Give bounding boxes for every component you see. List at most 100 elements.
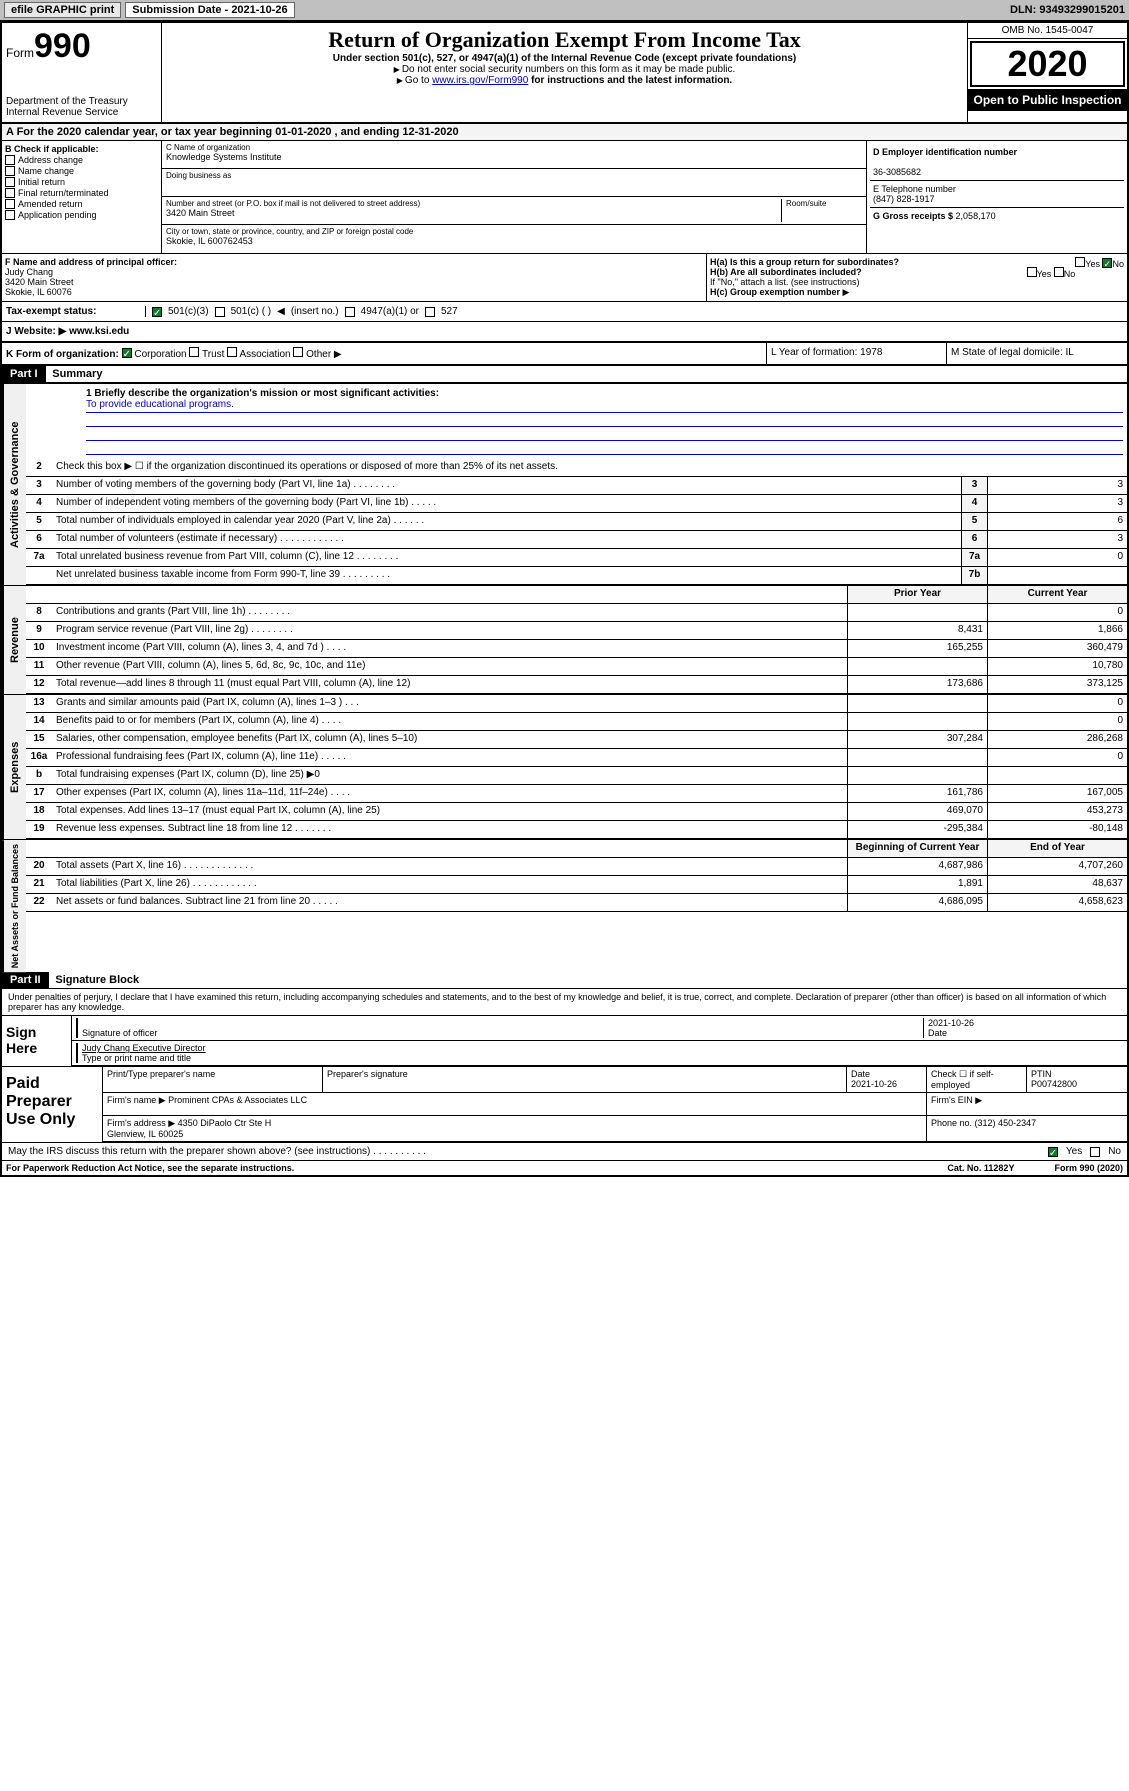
ptin: P00742800 xyxy=(1031,1079,1077,1089)
chk-initial[interactable]: Initial return xyxy=(5,177,158,187)
officer-signed-name: Judy Chang Executive Director xyxy=(82,1043,206,1053)
ha-no: No xyxy=(1112,259,1124,269)
form-header: Form990 Department of the Treasury Inter… xyxy=(2,23,1127,124)
room-label: Room/suite xyxy=(786,199,862,208)
goto-pre: Go to xyxy=(397,75,432,86)
subtitle: Under section 501(c), 527, or 4947(a)(1)… xyxy=(166,53,963,64)
omb-number: OMB No. 1545-0047 xyxy=(968,23,1127,39)
table-row: 10Investment income (Part VIII, column (… xyxy=(26,640,1127,658)
goto-link-row: Go to www.irs.gov/Form990 for instructio… xyxy=(166,75,963,86)
hb-label: H(b) Are all subordinates included? xyxy=(710,267,862,277)
sign-here-row: Sign Here Signature of officer 2021-10-2… xyxy=(2,1015,1127,1066)
cat-number: Cat. No. 11282Y xyxy=(947,1163,1014,1173)
begin-year-hdr: Beginning of Current Year xyxy=(847,840,987,857)
perjury-text: Under penalties of perjury, I declare th… xyxy=(2,989,1127,1015)
table-row: 21Total liabilities (Part X, line 26) . … xyxy=(26,876,1127,894)
part2-num: Part II xyxy=(2,972,49,988)
table-row: 8Contributions and grants (Part VIII, li… xyxy=(26,604,1127,622)
chk-pending[interactable]: Application pending xyxy=(5,210,158,220)
goto-post: for instructions and the latest informat… xyxy=(528,75,732,86)
prep-name-label: Print/Type preparer's name xyxy=(103,1067,323,1092)
opt-501c3: 501(c)(3) xyxy=(168,306,209,317)
tel-label: E Telephone number xyxy=(873,184,956,194)
chk-assoc[interactable] xyxy=(227,347,237,357)
chk-other[interactable] xyxy=(293,347,303,357)
org-name: Knowledge Systems Institute xyxy=(166,152,862,162)
chk-name[interactable]: Name change xyxy=(5,166,158,176)
org-info-section: B Check if applicable: Address change Na… xyxy=(2,141,1127,254)
table-row: 18Total expenses. Add lines 13–17 (must … xyxy=(26,803,1127,821)
table-row: 17Other expenses (Part IX, column (A), l… xyxy=(26,785,1127,803)
chk-527[interactable] xyxy=(425,307,435,317)
vlabel-net: Net Assets or Fund Balances xyxy=(2,840,26,972)
table-row: 16aProfessional fundraising fees (Part I… xyxy=(26,749,1127,767)
expenses-section: Expenses 13Grants and similar amounts pa… xyxy=(2,694,1127,839)
discuss-no-chk[interactable] xyxy=(1090,1147,1100,1157)
ssn-warning: Do not enter social security numbers on … xyxy=(166,64,963,75)
name-title-label: Type or print name and title xyxy=(82,1053,191,1063)
netassets-section: Net Assets or Fund Balances Beginning of… xyxy=(2,839,1127,972)
chk-amended[interactable]: Amended return xyxy=(5,199,158,209)
mission-block: 1 Briefly describe the organization's mi… xyxy=(26,384,1127,459)
net-header: Beginning of Current Year End of Year xyxy=(26,840,1127,858)
form-version: Form 990 (2020) xyxy=(1054,1163,1123,1173)
state-domicile: M State of legal domicile: IL xyxy=(947,343,1127,364)
box-h: H(a) Is this a group return for subordin… xyxy=(707,254,1127,301)
mission-answer: To provide educational programs. xyxy=(86,399,1123,413)
officer-label: F Name and address of principal officer: xyxy=(5,257,177,267)
topbar: efile GRAPHIC print Submission Date - 20… xyxy=(0,0,1129,21)
table-row: 13Grants and similar amounts paid (Part … xyxy=(26,695,1127,713)
ein-label: D Employer identification number xyxy=(873,147,1017,157)
vlabel-expenses: Expenses xyxy=(2,695,26,839)
form-990: Form990 Department of the Treasury Inter… xyxy=(0,21,1129,1177)
k-label: K Form of organization: xyxy=(6,349,119,360)
discuss-row: May the IRS discuss this return with the… xyxy=(2,1142,1127,1160)
chk-final[interactable]: Final return/terminated xyxy=(5,188,158,198)
table-row: 22Net assets or fund balances. Subtract … xyxy=(26,894,1127,912)
officer-addr1: 3420 Main Street xyxy=(5,277,74,287)
gross-receipts: 2,058,170 xyxy=(956,211,996,221)
pra-notice: For Paperwork Reduction Act Notice, see … xyxy=(6,1163,294,1173)
dln: DLN: 93493299015201 xyxy=(1010,4,1125,16)
chk-501c3[interactable]: ✓ xyxy=(152,307,162,317)
chk-501c[interactable] xyxy=(215,307,225,317)
year-formation: L Year of formation: 1978 xyxy=(767,343,947,364)
dba-label: Doing business as xyxy=(166,171,862,180)
irs-link[interactable]: www.irs.gov/Form990 xyxy=(432,75,528,86)
sign-here-label: Sign Here xyxy=(2,1016,72,1066)
hc-label: H(c) Group exemption number xyxy=(710,287,840,297)
ha-yes: Yes xyxy=(1085,259,1100,269)
curr-year-hdr: Current Year xyxy=(987,586,1127,603)
part1-title: Summary xyxy=(48,368,102,380)
table-row: Net unrelated business taxable income fr… xyxy=(26,567,1127,585)
table-row: 9Program service revenue (Part VIII, lin… xyxy=(26,622,1127,640)
chk-trust[interactable] xyxy=(189,347,199,357)
table-row: 4Number of independent voting members of… xyxy=(26,495,1127,513)
city-label: City or town, state or province, country… xyxy=(166,227,862,236)
form-footer: For Paperwork Reduction Act Notice, see … xyxy=(2,1160,1127,1175)
box-b: B Check if applicable: Address change Na… xyxy=(2,141,162,253)
sig-officer-label: Signature of officer xyxy=(82,1028,157,1038)
table-row: 6Total number of volunteers (estimate if… xyxy=(26,531,1127,549)
discuss-yes-chk[interactable]: ✓ xyxy=(1048,1147,1058,1157)
box-b-label: B Check if applicable: xyxy=(5,144,99,154)
form-number: Form990 xyxy=(6,27,157,66)
firm-phone: (312) 450-2347 xyxy=(975,1118,1037,1128)
chk-4947[interactable] xyxy=(345,307,355,317)
table-row: 19Revenue less expenses. Subtract line 1… xyxy=(26,821,1127,839)
end-year-hdr: End of Year xyxy=(987,840,1127,857)
chk-corp[interactable]: ✓ xyxy=(122,348,132,358)
firm-ein-label: Firm's EIN ▶ xyxy=(927,1093,1127,1115)
efile-button[interactable]: efile GRAPHIC print xyxy=(4,2,121,18)
form-num: 990 xyxy=(34,27,91,65)
chk-address[interactable]: Address change xyxy=(5,155,158,165)
part1-num: Part I xyxy=(2,366,46,382)
website-row: J Website: ▶ www.ksi.edu xyxy=(2,322,1127,343)
prep-sig-label: Preparer's signature xyxy=(323,1067,847,1092)
ein: 36-3085682 xyxy=(873,167,921,177)
table-row: 7aTotal unrelated business revenue from … xyxy=(26,549,1127,567)
officer-name: Judy Chang xyxy=(5,267,53,277)
vlabel-revenue: Revenue xyxy=(2,586,26,694)
table-row: 5Total number of individuals employed in… xyxy=(26,513,1127,531)
org-name-label: C Name of organization xyxy=(166,143,862,152)
